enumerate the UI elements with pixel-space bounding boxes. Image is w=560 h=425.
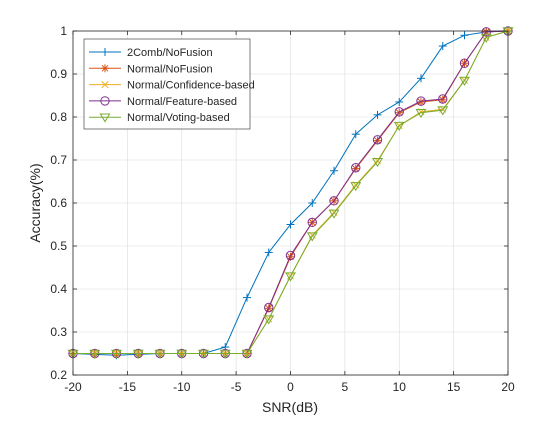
y-tick-label: 0.8	[50, 110, 67, 124]
legend-entry: 2Comb/NoFusion	[89, 47, 213, 59]
legend-label: Normal/Voting-based	[127, 112, 230, 124]
data-point	[154, 349, 166, 359]
data-point	[328, 209, 340, 219]
data-point	[286, 220, 295, 229]
data-point	[306, 232, 318, 242]
data-point	[111, 349, 122, 359]
data-point	[416, 96, 426, 106]
data-point	[373, 110, 382, 119]
data-point	[502, 27, 514, 37]
x-tick-label: -10	[173, 380, 191, 394]
data-point	[393, 121, 405, 131]
data-point	[89, 349, 101, 359]
y-tick-label: 0.5	[50, 239, 67, 253]
x-tick-label: 5	[342, 380, 349, 394]
data-point	[198, 349, 209, 359]
data-point	[351, 130, 360, 139]
data-point	[101, 48, 109, 56]
series-line	[73, 30, 509, 354]
data-point	[308, 199, 317, 207]
x-tick-label: 0	[287, 380, 294, 394]
data-point	[417, 74, 425, 83]
data-point	[437, 106, 449, 116]
y-tick-label: 0.6	[50, 196, 67, 210]
data-point	[285, 250, 296, 261]
data-point	[481, 27, 491, 37]
data-point	[480, 33, 492, 43]
data-point	[459, 58, 470, 68]
data-point	[372, 158, 383, 168]
data-point	[372, 135, 383, 145]
y-tick-label: 0.2	[50, 368, 67, 382]
y-tick-label: 0.9	[50, 67, 67, 81]
y-tick-label: 0.4	[50, 282, 67, 296]
data-point	[394, 107, 404, 117]
data-point	[101, 81, 109, 89]
legend-entry: Normal/NoFusion	[89, 63, 213, 75]
x-tick-label: 10	[393, 380, 407, 394]
data-point	[351, 163, 361, 173]
data-point	[285, 272, 296, 282]
y-tick-label: 1	[60, 24, 67, 38]
data-point	[100, 96, 110, 106]
x-tick-label: 20	[501, 380, 515, 394]
x-axis-label: SNR(dB)	[262, 399, 318, 415]
axis-ticks: -20 -15 -10 -5 0 5 10 15 20 0.2 0.3 0.4 0.5 0.6 0.7 0.8…	[50, 24, 515, 394]
legend-entry: Normal/Feature-based	[89, 96, 237, 108]
data-point	[241, 349, 253, 359]
data-point	[243, 293, 251, 302]
x-tick-label: -15	[119, 380, 137, 394]
data-point	[438, 94, 448, 104]
data-point	[460, 31, 469, 40]
data-point	[99, 113, 111, 123]
data-point	[132, 349, 144, 359]
data-point	[415, 109, 427, 119]
data-point	[264, 302, 274, 313]
data-point	[395, 97, 404, 106]
x-tick-label: 15	[447, 380, 461, 394]
data-point	[329, 196, 339, 206]
data-point	[438, 95, 447, 104]
data-point	[330, 166, 338, 175]
legend-label: Normal/NoFusion	[127, 63, 213, 75]
legend-box	[83, 38, 251, 130]
x-tick-label: -5	[231, 380, 242, 394]
legend-label: Normal/Confidence-based	[127, 80, 255, 92]
data-point	[307, 217, 317, 228]
data-point	[263, 315, 275, 325]
data-point	[459, 76, 470, 86]
data-point	[350, 182, 362, 192]
legend-label: Normal/Feature-based	[127, 96, 237, 108]
legend: 2Comb/NoFusion Normal/NoFusion Normal/Conf…	[83, 38, 255, 130]
y-tick-label: 0.3	[50, 325, 67, 339]
data-point	[219, 349, 231, 359]
data-point	[417, 97, 425, 106]
data-point	[101, 64, 109, 73]
legend-label: 2Comb/NoFusion	[127, 47, 213, 59]
y-tick-label: 0.7	[50, 153, 67, 167]
legend-entry: Normal/Confidence-based	[89, 80, 255, 92]
series-5	[67, 27, 514, 359]
x-tick-label: -20	[64, 380, 82, 394]
data-point	[438, 42, 447, 51]
data-point	[176, 349, 188, 359]
y-axis-label: Accuracy(%)	[27, 163, 43, 242]
legend-entry: Normal/Voting-based	[89, 112, 230, 124]
data-point	[264, 248, 273, 257]
